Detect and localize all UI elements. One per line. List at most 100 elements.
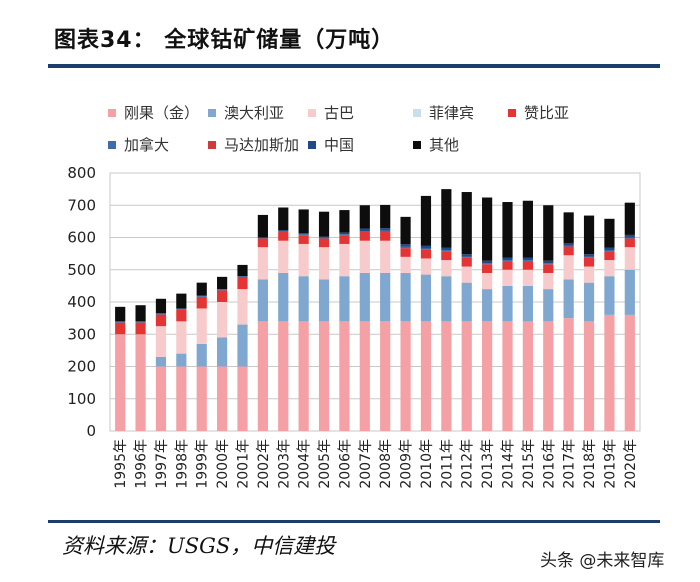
legend-item-madagascar: 马达加斯加 — [208, 134, 299, 155]
bar-segment-canada — [624, 237, 635, 239]
legend-swatch-china — [308, 140, 316, 149]
legend-swatch-australia — [208, 108, 216, 117]
x-tick-label: 1995年 — [113, 439, 129, 489]
x-tick-label: 2015年 — [521, 439, 537, 489]
bar-segment-china — [359, 228, 370, 232]
bar-segment-china — [380, 228, 391, 231]
bar-segment-other — [339, 210, 350, 233]
x-tick-label: 2002年 — [256, 439, 272, 489]
bar-segment-cuba — [196, 308, 207, 344]
bar-segment-zambia — [257, 238, 268, 248]
bar-segment-cuba — [420, 258, 432, 275]
bar-segment-china — [624, 234, 635, 238]
legend-item-other: 其他 — [413, 134, 459, 155]
bar-segment-canada — [318, 237, 330, 239]
bar-segment-other — [257, 214, 268, 238]
bar-segment-zambia — [522, 261, 533, 270]
bar-segment-congo — [298, 321, 309, 431]
y-tick-label: 0 — [86, 422, 96, 440]
bottom-rule — [48, 520, 660, 523]
legend-item-congo: 刚果（金） — [108, 102, 199, 123]
bar-segment-china — [522, 257, 533, 261]
bar-segment-other — [563, 212, 574, 243]
x-tick-label: 2006年 — [337, 439, 353, 489]
bar-segment-canada — [400, 246, 411, 249]
bar-segment-other — [155, 298, 167, 314]
figure-title: 图表34： 全球钴矿储量（万吨） — [54, 28, 395, 53]
x-tick-label: 2017年 — [562, 439, 578, 489]
bar-segment-canada — [583, 256, 595, 258]
bar-segment-cuba — [583, 266, 595, 283]
bar-segment-australia — [583, 282, 595, 322]
bar-segment-congo — [359, 321, 370, 431]
bar-segment-cuba — [604, 260, 615, 277]
bar-segment-other — [624, 202, 635, 235]
bar-segment-australia — [318, 279, 330, 322]
x-tick-label: 1999年 — [195, 439, 211, 489]
bar-segment-zambia — [502, 261, 513, 270]
x-tick-label: 2004年 — [297, 439, 313, 489]
bar-segment-other — [176, 293, 187, 309]
bar-segment-cuba — [400, 256, 411, 273]
bar-segment-congo — [278, 321, 289, 431]
bar-segment-cuba — [461, 266, 472, 283]
bar-segment-zambia — [380, 232, 391, 241]
x-tick-label: 2005年 — [317, 439, 333, 489]
bar-segment-other — [359, 205, 370, 229]
legend-swatch-madagascar — [208, 140, 216, 149]
bar-segment-canada — [115, 321, 126, 323]
bar-segment-australia — [339, 276, 350, 322]
legend-item-canada: 加拿大 — [108, 134, 169, 155]
bar-segment-zambia — [217, 290, 228, 302]
bar-segment-congo — [318, 321, 330, 431]
bar-segment-other — [482, 197, 493, 261]
bar-segment-china — [278, 230, 289, 232]
legend-label-zambia: 赞比亚 — [524, 104, 570, 122]
x-tick-label: 2016年 — [541, 439, 557, 489]
bar-segment-other — [543, 205, 554, 261]
bar-segment-canada — [155, 313, 167, 315]
bar-segment-cuba — [563, 255, 574, 280]
bar-segment-canada — [604, 250, 615, 252]
bar-segment-congo — [441, 321, 452, 431]
legend-swatch-philippines — [413, 108, 421, 117]
bar-segment-china — [441, 247, 452, 251]
x-tick-label: 2020年 — [623, 439, 639, 489]
bar-segment-cuba — [543, 272, 554, 290]
bar-segment-china — [461, 254, 472, 257]
bar-segment-china — [543, 260, 554, 264]
bar-segment-zambia — [441, 251, 452, 261]
bar-segment-congo — [543, 321, 554, 431]
bar-segment-zambia — [339, 235, 350, 244]
legend-label-australia: 澳大利亚 — [224, 104, 285, 122]
bar-segment-australia — [237, 324, 248, 367]
bar-segment-other — [135, 305, 146, 322]
x-tick-label: 2009年 — [399, 439, 415, 489]
bar-segment-zambia — [543, 264, 554, 273]
legend-label-canada: 加拿大 — [124, 136, 170, 154]
bar-segment-canada — [196, 295, 207, 297]
bar-segment-australia — [522, 285, 533, 322]
bar-segment-congo — [522, 321, 533, 431]
bar-segment-china — [604, 247, 615, 251]
bar-segment-zambia — [400, 248, 411, 257]
bar-segment-china — [318, 236, 330, 238]
bar-segment-other — [380, 204, 391, 229]
bar-segment-canada — [543, 263, 554, 265]
bar-segment-other — [461, 192, 472, 255]
bar-segment-cuba — [339, 243, 350, 277]
bar-segment-congo — [482, 321, 493, 431]
bar-segment-zambia — [196, 296, 207, 309]
bar-segment-australia — [176, 353, 187, 367]
bar-segment-australia — [543, 289, 554, 322]
stacked-bar-chart: 0 100 200 300 400 500 600 700 800 1995年 1996年 1997年… — [67, 164, 641, 489]
y-tick-label: 300 — [67, 325, 96, 343]
x-tick-label: 2007年 — [358, 439, 374, 489]
legend-label-congo: 刚果（金） — [124, 104, 200, 122]
bar-segment-canada — [298, 234, 309, 236]
bar-segment-zambia — [237, 277, 248, 290]
source-note: 资料来源：USGS，中信建投 — [62, 534, 336, 558]
bar-segment-australia — [257, 279, 268, 322]
bar-segment-australia — [155, 356, 167, 367]
bar-segment-other — [298, 209, 309, 234]
